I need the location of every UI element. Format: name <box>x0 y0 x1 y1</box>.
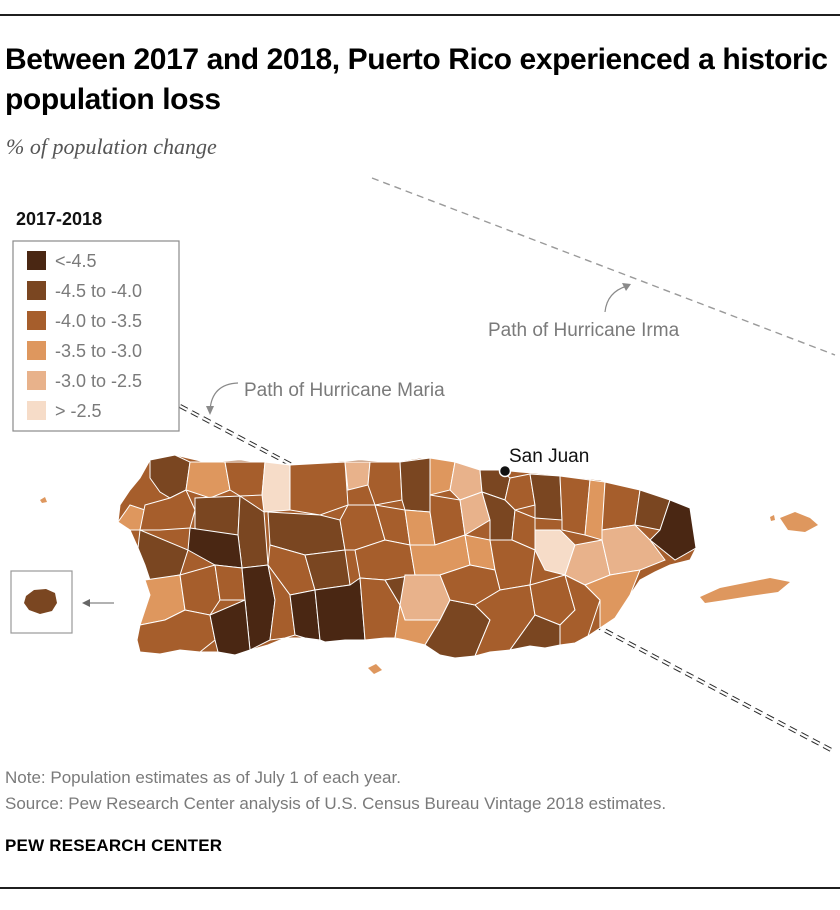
legend-swatch <box>27 281 46 300</box>
legend: 2017-2018 <-4.5 -4.5 to -4.0 -4.0 to -3.… <box>12 209 180 432</box>
legend-swatch <box>27 371 46 390</box>
legend-label: <-4.5 <box>55 251 97 271</box>
puerto-rico-map: Path of Hurricane Irma Path of Hurricane… <box>10 177 836 754</box>
top-rule <box>0 14 840 16</box>
island-desecheo <box>40 497 47 503</box>
note-text: Note: Population estimates as of July 1 … <box>5 768 401 787</box>
legend-label: > -2.5 <box>55 401 102 421</box>
pew-logo-text: PEW RESEARCH CENTER <box>5 836 223 855</box>
arrow-left-icon <box>82 599 90 607</box>
callout-arrows <box>206 283 631 415</box>
chart-title: Between 2017 and 2018, Puerto Rico exper… <box>5 43 828 116</box>
legend-swatch <box>27 341 46 360</box>
offshore-islands <box>40 497 818 674</box>
legend-items: <-4.5 -4.5 to -4.0 -4.0 to -3.5 -3.5 to … <box>27 251 142 421</box>
island-mona <box>24 589 57 614</box>
island-small-ne <box>770 515 775 521</box>
legend-swatch <box>27 311 46 330</box>
legend-label: -4.0 to -3.5 <box>55 311 142 331</box>
legend-label: -3.0 to -2.5 <box>55 371 142 391</box>
maria-label: Path of Hurricane Maria <box>244 380 445 401</box>
island-culebra <box>780 512 818 532</box>
bottom-rule <box>0 887 840 889</box>
legend-swatch <box>27 401 46 420</box>
san-juan-marker: San Juan <box>498 446 589 478</box>
san-juan-label: San Juan <box>509 446 589 467</box>
legend-title: 2017-2018 <box>16 209 102 229</box>
city-dot-icon <box>498 464 512 478</box>
irma-label: Path of Hurricane Irma <box>488 320 680 341</box>
arrow-irma-icon <box>622 283 631 291</box>
arrow-maria-icon <box>206 406 214 415</box>
legend-swatch <box>27 251 46 270</box>
island-vieques <box>700 578 790 603</box>
legend-label: -4.5 to -4.0 <box>55 281 142 301</box>
hurricane-irma-path <box>371 177 836 356</box>
municipalities <box>117 454 697 659</box>
chart-subtitle: % of population change <box>6 134 217 159</box>
mona-island-inset <box>10 570 114 634</box>
legend-box <box>12 240 180 432</box>
source-text: Source: Pew Research Center analysis of … <box>5 794 667 813</box>
island-caja-de-muertos <box>368 664 382 674</box>
legend-label: -3.5 to -3.0 <box>55 341 142 361</box>
